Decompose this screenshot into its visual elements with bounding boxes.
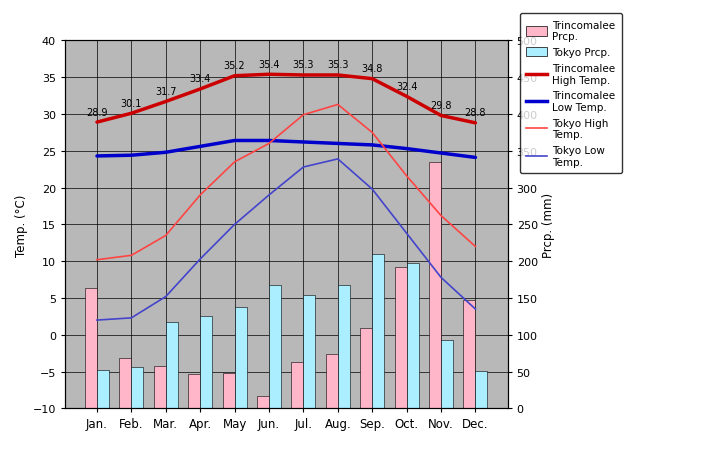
Bar: [360, 329, 372, 409]
Bar: [222, 373, 235, 409]
Bar: [372, 254, 384, 409]
Y-axis label: Prcp. (mm): Prcp. (mm): [542, 192, 555, 257]
Y-axis label: Temp. (°C): Temp. (°C): [15, 194, 28, 256]
Text: 29.8: 29.8: [431, 101, 451, 111]
Text: 28.8: 28.8: [464, 108, 486, 118]
Bar: [395, 268, 407, 409]
Bar: [292, 362, 303, 409]
Text: 34.8: 34.8: [361, 64, 383, 74]
Bar: [303, 296, 315, 409]
Bar: [154, 367, 166, 409]
Bar: [166, 323, 178, 409]
Text: 35.3: 35.3: [292, 60, 314, 70]
Bar: [235, 307, 247, 409]
Text: 35.2: 35.2: [224, 61, 246, 71]
Bar: [85, 289, 97, 409]
Bar: [269, 285, 281, 409]
Bar: [97, 370, 109, 409]
Text: 31.7: 31.7: [155, 87, 176, 97]
Bar: [441, 340, 453, 409]
Bar: [325, 354, 338, 409]
Text: 35.4: 35.4: [258, 60, 280, 70]
Bar: [407, 263, 418, 409]
Text: 33.4: 33.4: [189, 74, 211, 84]
Text: 28.9: 28.9: [86, 107, 108, 118]
Text: 30.1: 30.1: [121, 99, 142, 108]
Bar: [200, 317, 212, 409]
Legend: Trincomalee
Prcp., Tokyo Prcp., Trincomalee
High Temp., Trincomalee
Low Temp., T: Trincomalee Prcp., Tokyo Prcp., Trincoma…: [520, 14, 621, 174]
Bar: [475, 371, 487, 409]
Bar: [464, 301, 475, 409]
Bar: [188, 374, 200, 409]
Bar: [429, 162, 441, 409]
Text: 35.3: 35.3: [327, 60, 348, 70]
Bar: [131, 367, 143, 409]
Bar: [338, 285, 350, 409]
Text: 32.4: 32.4: [396, 82, 418, 92]
Bar: [120, 358, 131, 409]
Bar: [257, 396, 269, 409]
